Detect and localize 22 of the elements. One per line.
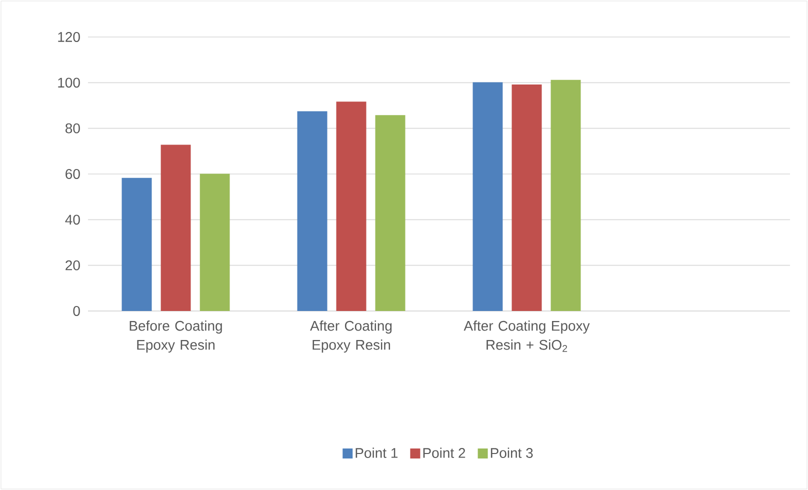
x-tick-label: After Coating Epoxy Resin + SiO$_{2}$ [464, 320, 590, 352]
x-tick-label: After Coating Epoxy Resin [310, 320, 392, 353]
x-tick-label: Before Coating Epoxy Resin [130, 320, 222, 353]
y-tick-label: 120 [58, 32, 80, 42]
bar [375, 115, 406, 311]
bar [122, 178, 152, 311]
bar [550, 80, 581, 311]
bar [336, 102, 366, 311]
bar [297, 111, 328, 311]
y-tick-label: 80 [66, 123, 80, 134]
y-tick-label: 100 [58, 78, 80, 88]
legend-label: Point 1 [356, 448, 398, 458]
bar [160, 144, 191, 311]
y-tick-label: 0 [73, 306, 80, 316]
bar [200, 174, 230, 311]
legend-label: Point 3 [490, 448, 533, 458]
bar [472, 82, 503, 311]
legend-label: Point 2 [423, 448, 466, 458]
y-tick-label: 20 [66, 260, 80, 270]
y-tick-label: 60 [66, 169, 80, 179]
y-tick-label: 40 [65, 214, 80, 225]
bar [512, 84, 542, 311]
